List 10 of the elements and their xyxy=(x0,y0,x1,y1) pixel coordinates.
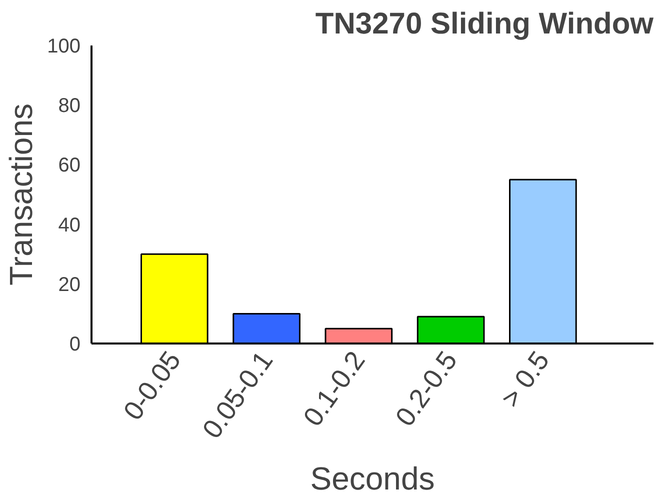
x-tick-label: > 0.5 xyxy=(495,346,556,413)
y-tick-label: 80 xyxy=(58,95,81,118)
y-tick-label: 20 xyxy=(58,274,81,296)
y-tick-label: 100 xyxy=(47,36,81,58)
y-axis-title: Transactions xyxy=(3,104,40,286)
y-tick-label: 60 xyxy=(58,154,81,177)
chart-title: TN3270 Sliding Window xyxy=(315,8,654,40)
x-axis-title: Seconds xyxy=(310,460,435,497)
y-tick-label: 0 xyxy=(69,334,80,356)
y-tick-label: 40 xyxy=(58,214,81,236)
